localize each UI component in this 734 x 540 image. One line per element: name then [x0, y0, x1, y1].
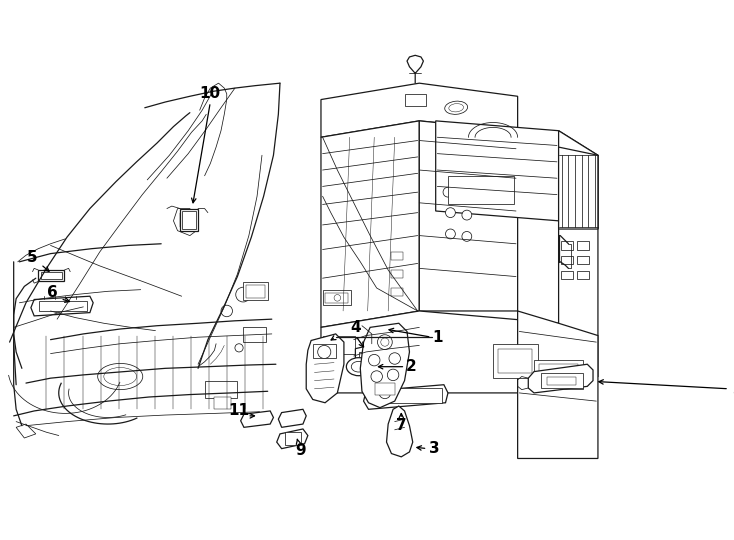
Text: 3: 3: [429, 441, 440, 456]
Polygon shape: [363, 384, 448, 409]
Bar: [390, 288, 403, 296]
Bar: [246, 285, 265, 298]
Polygon shape: [278, 409, 306, 427]
Circle shape: [443, 187, 453, 197]
Bar: [38, 270, 65, 281]
Bar: [390, 270, 403, 278]
Polygon shape: [16, 424, 36, 438]
Bar: [323, 291, 352, 305]
Ellipse shape: [445, 101, 468, 114]
Text: 11: 11: [228, 403, 250, 418]
Polygon shape: [277, 429, 308, 449]
Circle shape: [462, 210, 472, 220]
Polygon shape: [387, 406, 413, 457]
Polygon shape: [559, 131, 598, 393]
Bar: [325, 293, 348, 303]
Ellipse shape: [352, 361, 366, 372]
Text: 6: 6: [47, 286, 57, 300]
Polygon shape: [517, 311, 598, 458]
Polygon shape: [321, 311, 559, 393]
Bar: [180, 208, 198, 232]
Text: 8: 8: [732, 384, 734, 399]
Bar: [493, 344, 538, 378]
Circle shape: [371, 371, 382, 382]
Polygon shape: [528, 364, 593, 393]
Circle shape: [368, 354, 380, 366]
Bar: [561, 241, 573, 249]
Bar: [578, 271, 589, 279]
Text: 4: 4: [350, 320, 360, 335]
Bar: [370, 388, 443, 403]
Bar: [243, 327, 266, 342]
Ellipse shape: [98, 363, 142, 390]
Bar: [561, 256, 573, 264]
Bar: [214, 397, 230, 409]
Circle shape: [235, 344, 243, 352]
Bar: [40, 273, 62, 279]
Circle shape: [446, 208, 455, 218]
Circle shape: [379, 387, 390, 399]
Bar: [243, 282, 268, 300]
Bar: [561, 271, 573, 279]
Circle shape: [381, 338, 389, 346]
Polygon shape: [355, 344, 380, 375]
Polygon shape: [31, 296, 93, 316]
Bar: [390, 252, 403, 260]
Circle shape: [249, 330, 258, 341]
Bar: [183, 211, 195, 229]
Circle shape: [388, 369, 399, 381]
Circle shape: [389, 353, 401, 364]
Bar: [313, 344, 335, 359]
Circle shape: [459, 190, 469, 199]
Bar: [540, 373, 584, 388]
Polygon shape: [360, 323, 410, 408]
Text: 5: 5: [27, 250, 38, 265]
Bar: [39, 301, 87, 311]
Ellipse shape: [346, 357, 371, 376]
Circle shape: [221, 305, 233, 316]
Bar: [539, 364, 578, 384]
Text: 1: 1: [432, 330, 443, 345]
Polygon shape: [321, 121, 419, 327]
Bar: [375, 383, 395, 395]
Circle shape: [236, 287, 250, 302]
Bar: [359, 352, 374, 363]
Bar: [578, 241, 589, 249]
Text: 7: 7: [396, 418, 407, 433]
Polygon shape: [419, 121, 517, 311]
Polygon shape: [241, 411, 274, 427]
Bar: [448, 176, 514, 205]
Text: 9: 9: [295, 443, 306, 458]
Bar: [547, 376, 575, 384]
Bar: [578, 256, 589, 264]
Bar: [323, 335, 355, 354]
Ellipse shape: [448, 104, 464, 112]
Polygon shape: [436, 121, 598, 229]
Bar: [205, 381, 237, 398]
Bar: [285, 432, 301, 445]
Circle shape: [377, 335, 392, 349]
Circle shape: [318, 346, 331, 359]
Polygon shape: [321, 83, 517, 137]
Polygon shape: [559, 147, 598, 229]
Bar: [534, 360, 584, 389]
Circle shape: [462, 232, 472, 241]
Polygon shape: [306, 334, 344, 403]
Bar: [404, 94, 426, 106]
Circle shape: [446, 229, 455, 239]
Polygon shape: [173, 208, 197, 235]
Bar: [498, 349, 532, 373]
Ellipse shape: [103, 368, 137, 386]
Text: 10: 10: [200, 86, 221, 102]
Bar: [180, 213, 192, 227]
Text: 2: 2: [406, 359, 416, 374]
Circle shape: [334, 295, 341, 301]
